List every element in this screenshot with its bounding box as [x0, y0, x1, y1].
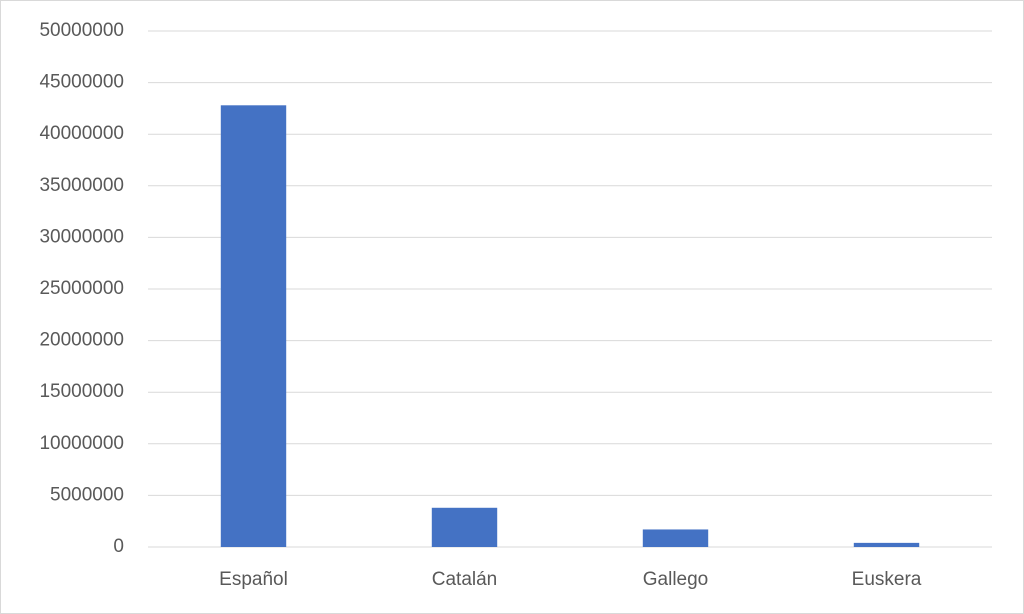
- y-tick-label: 35000000: [39, 175, 124, 196]
- bar: [220, 105, 287, 547]
- y-tick-label: 25000000: [39, 278, 124, 299]
- bar: [853, 542, 920, 547]
- y-tick-label: 5000000: [50, 484, 124, 505]
- y-tick-label: 10000000: [39, 433, 124, 454]
- y-tick-label: 30000000: [39, 226, 124, 247]
- y-tick-label: 45000000: [39, 72, 124, 93]
- x-tick-label: Euskera: [852, 569, 922, 590]
- bar: [642, 529, 709, 547]
- x-tick-label: Catalán: [432, 569, 498, 590]
- y-tick-label: 40000000: [39, 123, 124, 144]
- y-tick-label: 20000000: [39, 330, 124, 351]
- bar: [431, 507, 498, 547]
- y-tick-label: 0: [113, 536, 124, 557]
- y-tick-label: 15000000: [39, 381, 124, 402]
- y-tick-label: 50000000: [39, 20, 124, 41]
- x-tick-label: Gallego: [643, 569, 709, 590]
- x-tick-label: Español: [219, 569, 288, 590]
